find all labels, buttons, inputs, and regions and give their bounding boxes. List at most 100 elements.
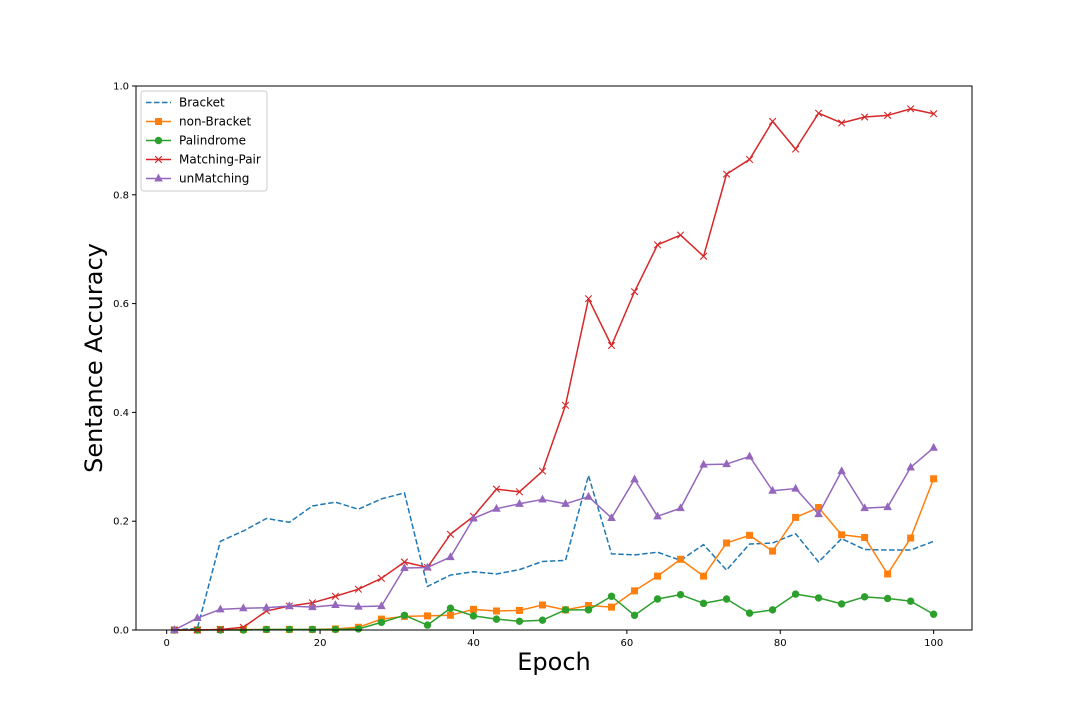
data-point-palindrome bbox=[331, 625, 340, 634]
axis-ticks: 0 20 40 60 80 100 0.0 0.2 0.4 0.6 0.8 1.0 bbox=[113, 82, 943, 650]
data-point-matching-pair bbox=[676, 231, 685, 239]
legend-label-non-bracket: non-Bracket bbox=[179, 115, 251, 129]
data-point-non-bracket bbox=[492, 607, 500, 615]
data-point-unmatching bbox=[423, 562, 432, 571]
data-point-palindrome bbox=[883, 594, 892, 603]
data-point-palindrome bbox=[515, 617, 524, 625]
y-tick-label: 0.0 bbox=[113, 626, 129, 637]
x-tick-label: 60 bbox=[620, 638, 633, 649]
data-point-palindrome bbox=[308, 625, 317, 634]
legend-marker-non-bracket bbox=[155, 118, 163, 126]
data-point-matching-pair bbox=[607, 341, 616, 350]
data-point-matching-pair bbox=[837, 119, 846, 127]
data-point-unmatching bbox=[354, 601, 363, 610]
data-point-unmatching bbox=[331, 600, 340, 609]
data-point-palindrome bbox=[814, 594, 823, 602]
data-point-palindrome bbox=[676, 590, 685, 599]
data-point-palindrome bbox=[906, 597, 915, 605]
series-palindrome bbox=[170, 590, 938, 634]
data-point-palindrome bbox=[653, 595, 662, 603]
data-point-matching-pair bbox=[630, 287, 639, 296]
legend-marker-matching-pair bbox=[154, 155, 163, 164]
series-line-unmatching bbox=[174, 447, 935, 631]
data-point-unmatching bbox=[676, 503, 685, 512]
data-point-unmatching bbox=[906, 462, 915, 471]
data-point-palindrome bbox=[607, 592, 616, 600]
data-point-unmatching bbox=[538, 494, 547, 503]
data-point-non-bracket bbox=[446, 611, 454, 619]
data-point-non-bracket bbox=[861, 534, 869, 542]
x-axis-title: Epoch bbox=[517, 648, 591, 676]
series-line-bracket bbox=[174, 474, 934, 631]
data-point-unmatching bbox=[883, 502, 892, 511]
data-point-unmatching bbox=[515, 498, 524, 507]
legend-item-bracket: Bracket bbox=[146, 96, 225, 110]
data-point-matching-pair bbox=[791, 145, 800, 153]
data-point-non-bracket bbox=[700, 572, 708, 580]
data-point-palindrome bbox=[860, 593, 869, 601]
data-point-non-bracket bbox=[423, 612, 431, 620]
legend-label-bracket: Bracket bbox=[179, 96, 225, 110]
data-point-unmatching bbox=[193, 613, 202, 622]
data-point-palindrome bbox=[354, 625, 363, 633]
legend: Bracket non-Bracket Palindrome Matching-Pai… bbox=[140, 90, 268, 192]
y-tick-label: 0.4 bbox=[113, 408, 129, 419]
data-point-unmatching bbox=[469, 513, 478, 522]
data-point-unmatching bbox=[216, 604, 225, 613]
data-point-unmatching bbox=[561, 498, 570, 507]
data-point-non-bracket bbox=[769, 547, 777, 555]
data-point-unmatching bbox=[262, 602, 271, 611]
data-point-unmatching bbox=[768, 485, 777, 494]
data-point-palindrome bbox=[446, 604, 455, 612]
data-point-non-bracket bbox=[746, 531, 754, 539]
data-point-non-bracket bbox=[838, 531, 846, 539]
data-point-matching-pair bbox=[354, 585, 363, 593]
data-point-matching-pair bbox=[492, 485, 501, 493]
legend-item-non-bracket: non-Bracket bbox=[146, 115, 251, 129]
x-tick-label: 40 bbox=[467, 638, 480, 649]
data-point-unmatching bbox=[860, 503, 869, 512]
legend-label-palindrome: Palindrome bbox=[179, 134, 246, 148]
data-point-palindrome bbox=[561, 606, 570, 614]
data-point-palindrome bbox=[400, 611, 409, 620]
data-point-unmatching bbox=[722, 459, 731, 468]
legend-label-unmatching: unMatching bbox=[179, 172, 249, 186]
data-point-unmatching bbox=[377, 601, 386, 610]
y-tick-label: 1.0 bbox=[113, 82, 129, 93]
data-point-unmatching bbox=[492, 503, 501, 512]
x-tick-label: 0 bbox=[163, 638, 169, 649]
data-point-unmatching bbox=[699, 459, 708, 468]
data-point-matching-pair bbox=[699, 252, 708, 260]
legend-marker-unmatching bbox=[154, 173, 163, 182]
data-point-palindrome bbox=[285, 625, 294, 634]
data-point-palindrome bbox=[538, 616, 547, 624]
data-point-non-bracket bbox=[608, 603, 616, 611]
data-point-matching-pair bbox=[400, 558, 409, 566]
data-point-matching-pair bbox=[561, 401, 570, 410]
data-point-unmatching bbox=[446, 552, 455, 561]
data-point-palindrome bbox=[423, 621, 432, 629]
x-tick-label: 20 bbox=[314, 638, 327, 649]
data-point-matching-pair bbox=[745, 155, 754, 164]
data-point-unmatching bbox=[791, 483, 800, 492]
data-point-unmatching bbox=[653, 511, 662, 520]
y-tick-label: 0.6 bbox=[113, 299, 129, 310]
y-axis-title: Sentance Accuracy bbox=[80, 243, 108, 473]
y-tick-label: 0.2 bbox=[113, 517, 129, 528]
data-point-non-bracket bbox=[538, 601, 546, 609]
x-tick-label: 100 bbox=[924, 638, 943, 649]
series-unmatching bbox=[170, 442, 938, 634]
data-point-non-bracket bbox=[654, 572, 662, 580]
data-point-matching-pair bbox=[584, 295, 593, 303]
legend-label-matching-pair: Matching-Pair bbox=[179, 153, 261, 167]
data-point-non-bracket bbox=[907, 534, 915, 542]
y-tick-label: 0.8 bbox=[113, 190, 129, 201]
data-point-non-bracket bbox=[469, 605, 477, 613]
plot-frame bbox=[135, 85, 973, 631]
data-point-palindrome bbox=[699, 599, 708, 608]
data-point-unmatching bbox=[584, 491, 593, 500]
data-point-matching-pair bbox=[239, 623, 248, 631]
legend-item-matching-pair: Matching-Pair bbox=[146, 153, 261, 167]
